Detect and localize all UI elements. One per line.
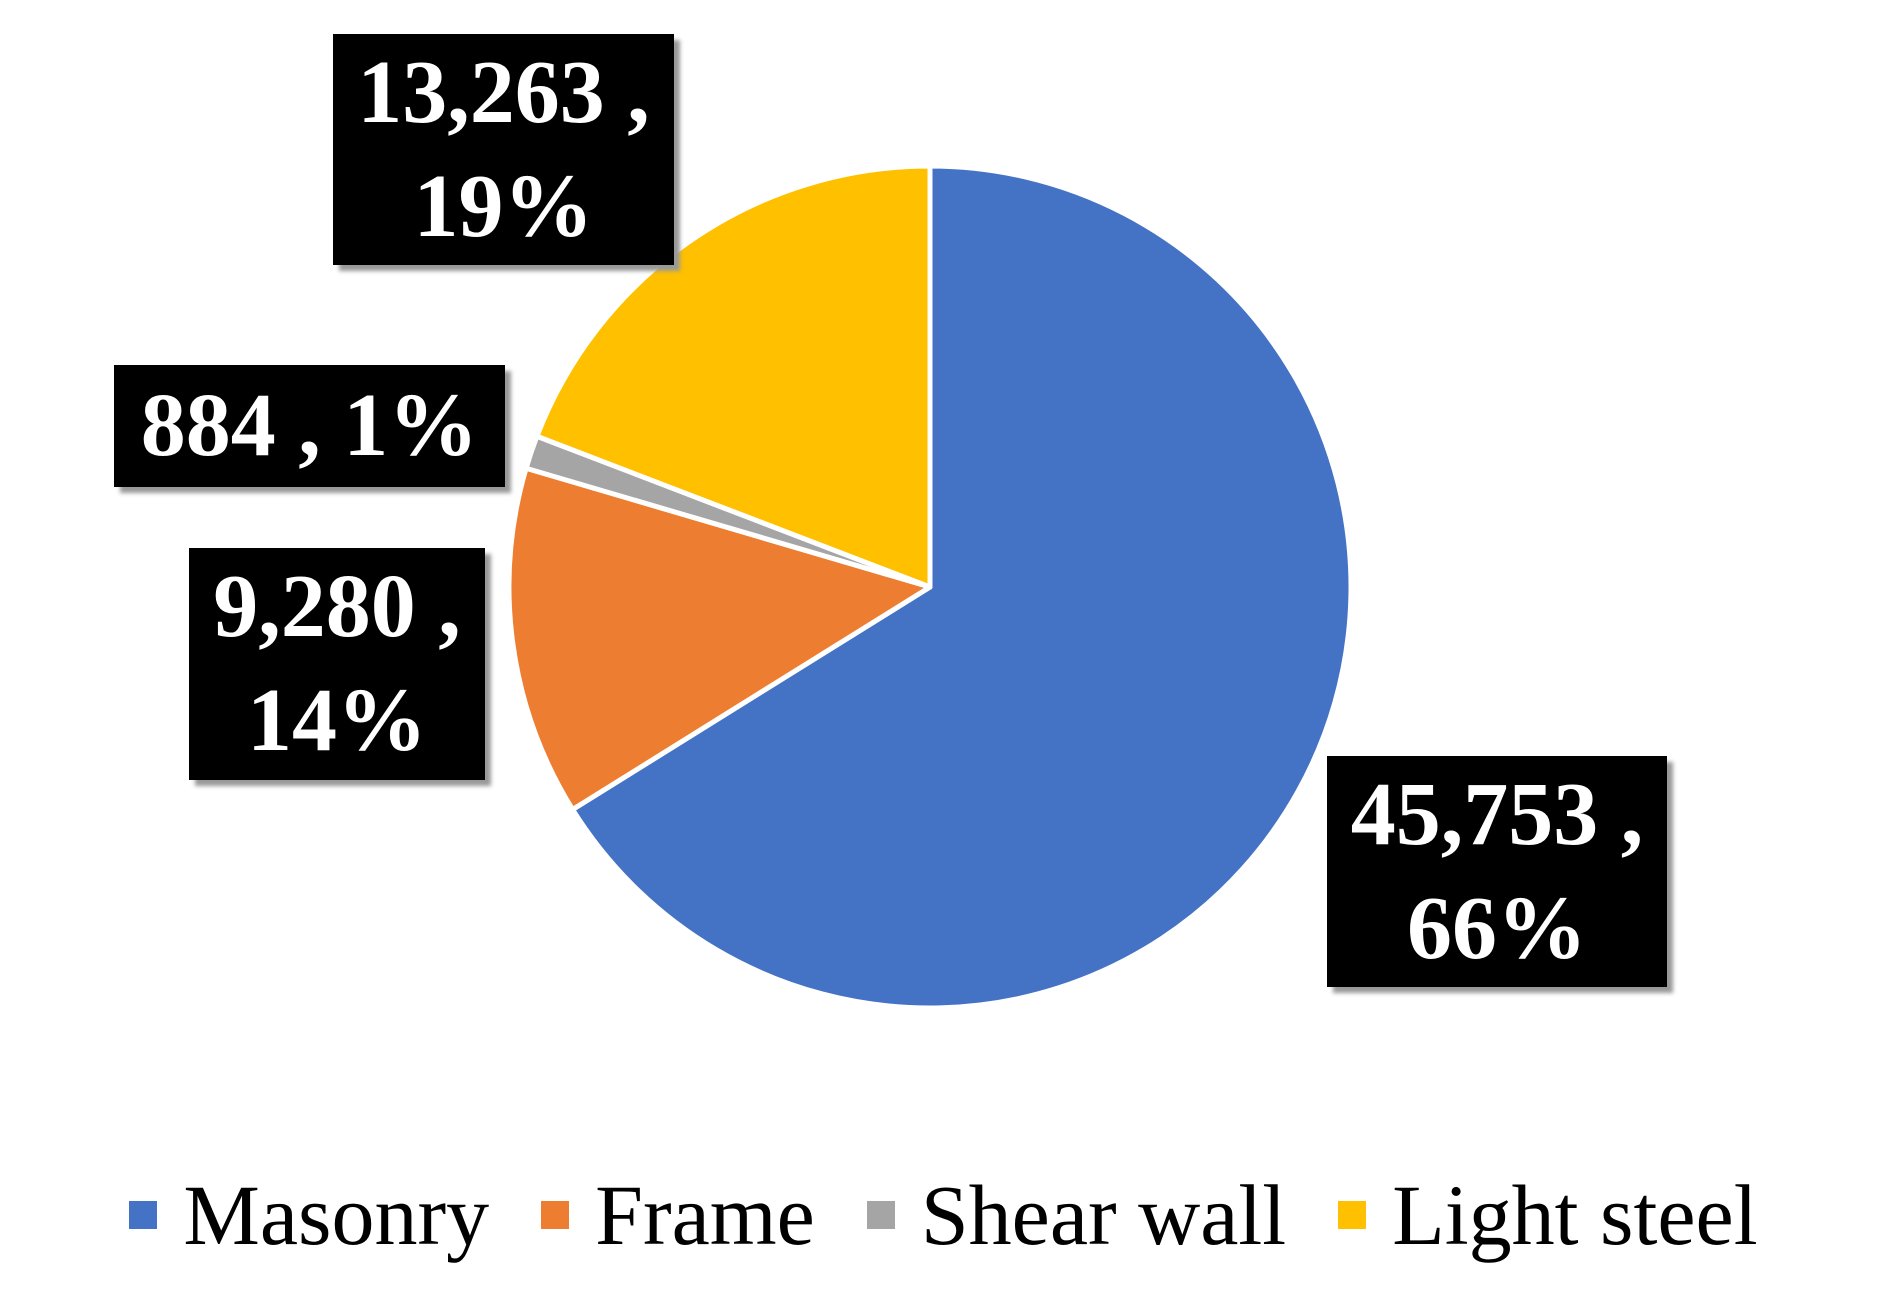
legend-item: Light steel xyxy=(1338,1165,1758,1265)
legend-item: Masonry xyxy=(129,1165,489,1265)
legend-label: Shear wall xyxy=(920,1167,1287,1263)
pie-area xyxy=(506,163,1354,1011)
legend-swatch xyxy=(1338,1201,1367,1229)
legend-swatch xyxy=(866,1201,895,1229)
data-label: 9,280 , 14% xyxy=(189,548,485,780)
legend-label: Light steel xyxy=(1392,1167,1758,1263)
legend: Masonry Frame Shear wall Light steel xyxy=(0,1160,1887,1270)
pie-slice xyxy=(570,163,1354,1011)
legend-item: Frame xyxy=(541,1165,815,1265)
legend-label: Masonry xyxy=(183,1167,490,1263)
data-label: 45,753 , 66% xyxy=(1327,756,1667,987)
data-label: 884 , 1% xyxy=(114,365,505,487)
data-label: 13,263 , 19% xyxy=(333,34,674,265)
pie-slice xyxy=(506,465,933,813)
legend-swatch xyxy=(129,1201,158,1229)
legend-label: Frame xyxy=(595,1167,815,1263)
legend-item: Shear wall xyxy=(866,1165,1287,1265)
pie-slice xyxy=(534,163,933,590)
legend-swatch xyxy=(541,1201,570,1229)
